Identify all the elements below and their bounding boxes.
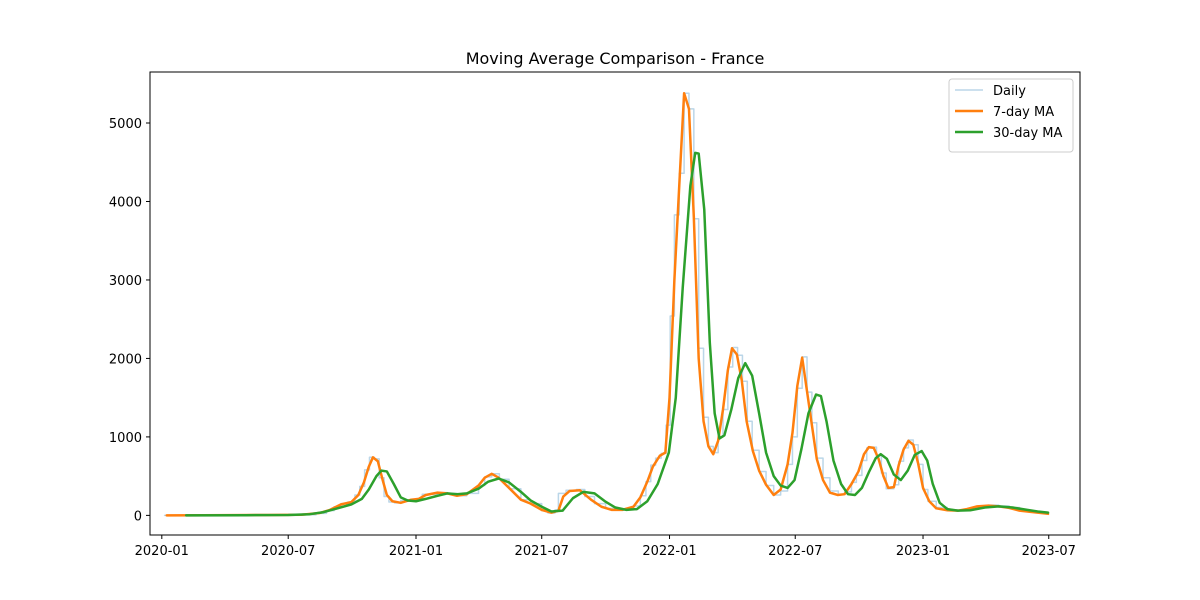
chart-title: Moving Average Comparison - France — [466, 49, 765, 68]
legend-box — [948, 78, 1074, 153]
y-tick-label: 0 — [134, 509, 142, 524]
x-tick-label: 2021-01 — [389, 544, 443, 559]
y-tick-label: 3000 — [109, 274, 142, 289]
series-line-7-day-ma — [165, 91, 1050, 517]
x-tick-label: 2022-07 — [768, 544, 822, 559]
plot-series — [163, 91, 1050, 517]
x-axis: 2020-01 2020-07 2021-01 2021-07 2022-01 2022-… — [135, 535, 1076, 559]
legend-label-daily: Daily — [993, 84, 1026, 99]
x-tick-label: 2021-07 — [515, 544, 569, 559]
y-tick-label: 2000 — [109, 352, 142, 367]
series-line-30-day-ma — [184, 151, 1050, 517]
plot-frame — [149, 71, 1081, 536]
x-tick-label: 2023-07 — [1022, 544, 1076, 559]
x-tick-label: 2020-01 — [135, 544, 189, 559]
x-tick-label: 2023-01 — [896, 544, 950, 559]
y-tick-label: 4000 — [109, 195, 142, 210]
legend: Daily 7-day MA 30-day MA — [948, 78, 1074, 153]
y-tick-label: 5000 — [109, 117, 142, 132]
x-tick-label: 2022-01 — [642, 544, 696, 559]
legend-label-7-day-ma: 7-day MA — [993, 105, 1054, 120]
y-tick-label: 1000 — [109, 431, 142, 446]
y-axis: 0 1000 2000 3000 4000 5000 — [109, 117, 150, 524]
x-tick-label: 2020-07 — [261, 544, 315, 559]
legend-label-30-day-ma: 30-day MA — [993, 126, 1062, 141]
